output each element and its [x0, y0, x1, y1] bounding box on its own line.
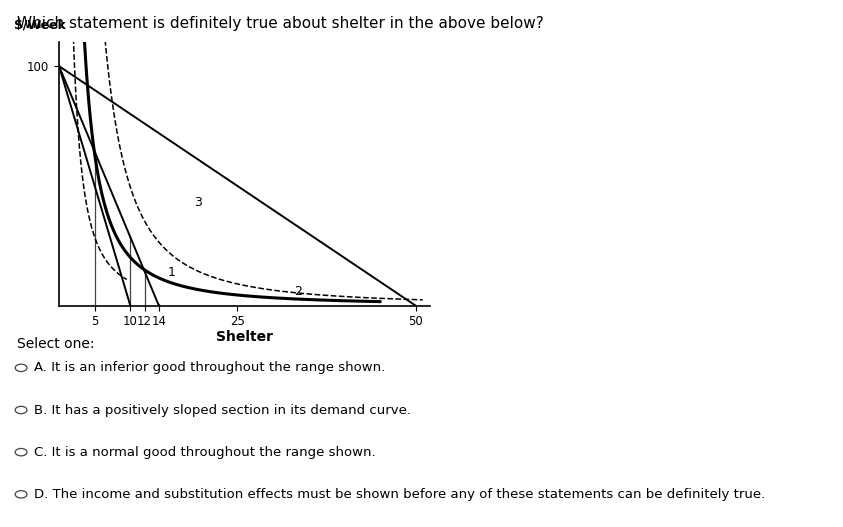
Text: $/Week: $/Week — [14, 18, 67, 32]
Text: 1: 1 — [168, 266, 175, 279]
Text: B. It has a positively sloped section in its demand curve.: B. It has a positively sloped section in… — [34, 404, 411, 416]
Text: 2: 2 — [294, 285, 303, 298]
Text: C. It is a normal good throughout the range shown.: C. It is a normal good throughout the ra… — [34, 446, 375, 458]
Text: Which statement is definitely true about shelter in the above below?: Which statement is definitely true about… — [17, 16, 544, 31]
Text: Select one:: Select one: — [17, 337, 94, 352]
Text: A. It is an inferior good throughout the range shown.: A. It is an inferior good throughout the… — [34, 362, 385, 374]
Text: 3: 3 — [195, 196, 202, 209]
Text: D. The income and substitution effects must be shown before any of these stateme: D. The income and substitution effects m… — [34, 488, 765, 501]
X-axis label: Shelter: Shelter — [216, 330, 273, 344]
